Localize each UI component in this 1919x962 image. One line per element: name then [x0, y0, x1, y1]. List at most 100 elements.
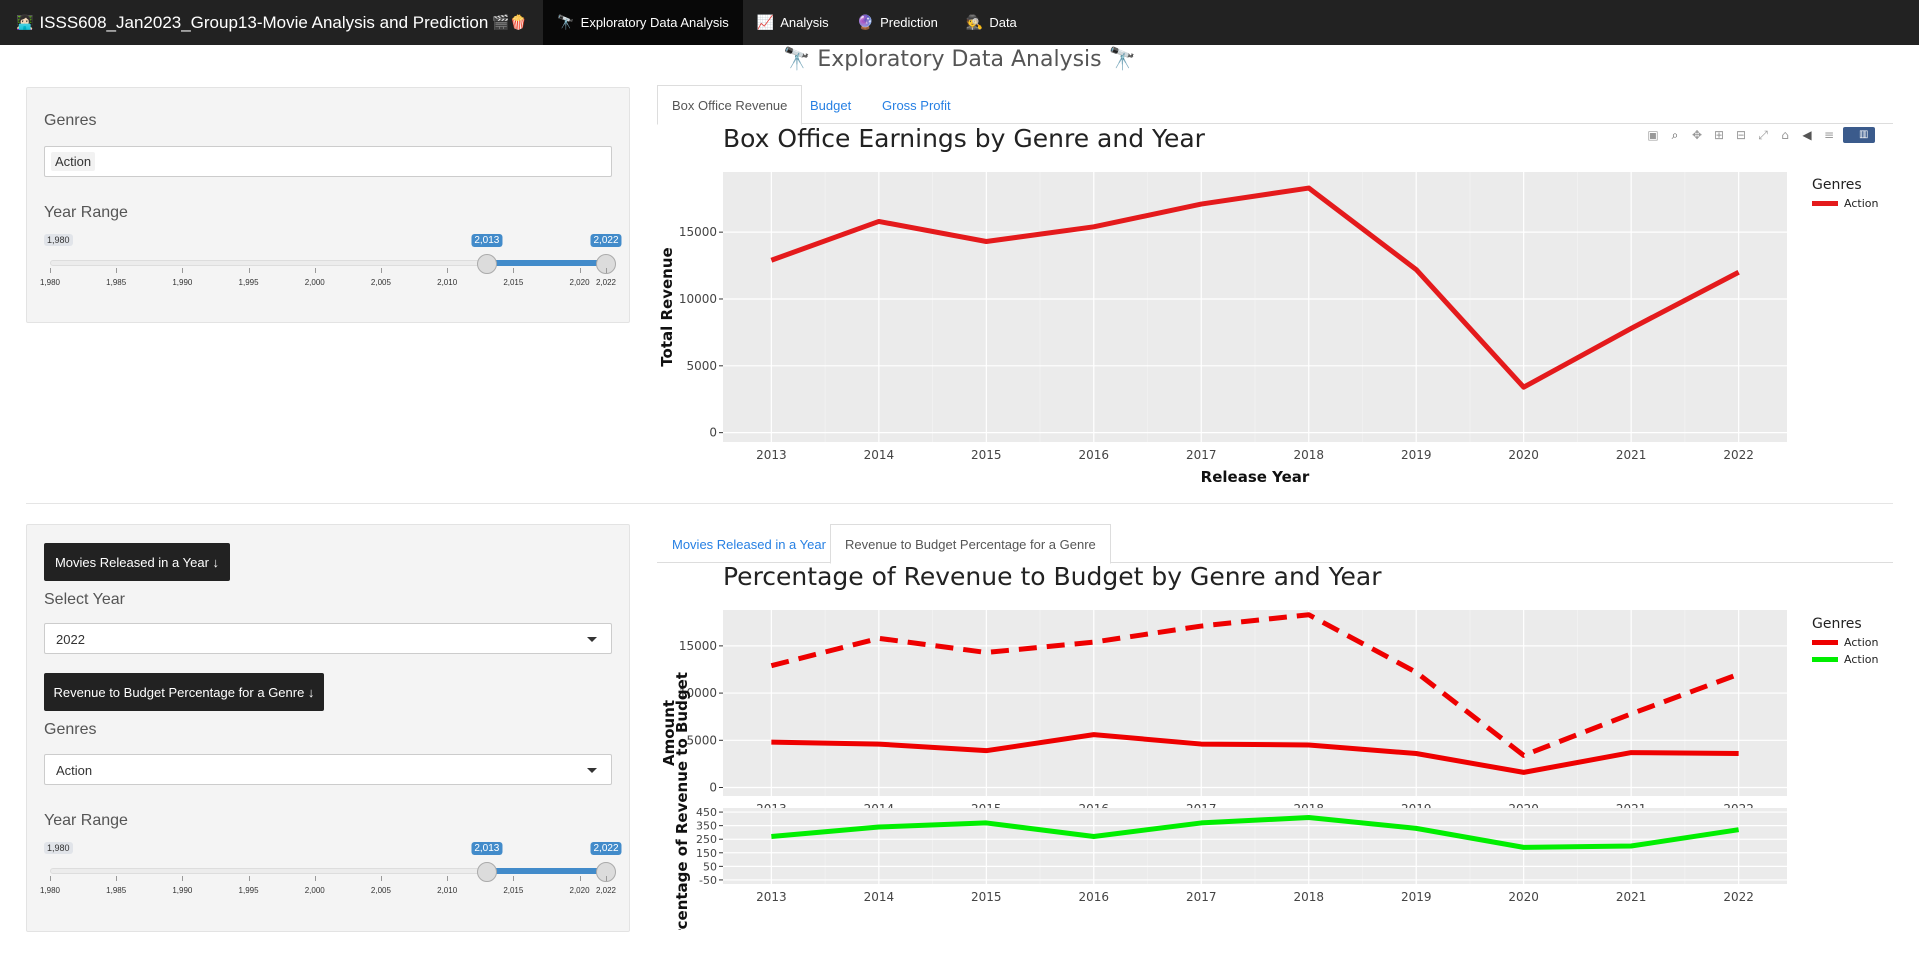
slider-handle-from[interactable] — [476, 862, 497, 882]
data-point — [1414, 267, 1419, 272]
slider-to-label: 2,022 — [590, 234, 622, 247]
tab-revenue-budget-pct[interactable]: Revenue to Budget Percentage for a Genre — [830, 524, 1111, 564]
camera-icon[interactable]: ▣ — [1647, 128, 1659, 142]
slider-handle-to[interactable] — [596, 862, 616, 882]
home-icon[interactable]: ⌂ — [1781, 128, 1789, 142]
x-tick-label: 2019 — [1401, 890, 1432, 904]
slider-tick — [606, 268, 607, 273]
y-tick-label: 10000 — [679, 686, 717, 700]
y-tick-label: 350 — [696, 820, 717, 833]
revenue-budget-button[interactable]: Revenue to Budget Percentage for a Genre… — [44, 673, 324, 711]
year-range-slider[interactable]: 1,980 2,013 2,022 1,980 1,985 1,990 1,995 2,000… — [40, 234, 622, 290]
slider-tick-label: 2,010 — [437, 886, 458, 895]
data-point — [1736, 827, 1741, 832]
data-point — [1199, 820, 1204, 825]
genre-chip[interactable]: Action — [51, 152, 96, 171]
tab-gross-profit[interactable]: Gross Profit — [882, 97, 951, 113]
slider-tick — [314, 876, 316, 881]
x-tick-label: 2021 — [1616, 448, 1647, 462]
section-divider — [26, 503, 1893, 504]
slider-tick-label: 1,990 — [172, 886, 193, 895]
app-brand[interactable]: 👩🏻‍💻 ISSS608_Jan2023_Group13-Movie Analy… — [0, 0, 543, 45]
slider-tick-label: 2,020 — [569, 886, 590, 895]
data-point — [1199, 742, 1204, 747]
data-point — [984, 239, 989, 244]
data-point — [1629, 844, 1634, 849]
legend-item[interactable]: Action — [1812, 653, 1878, 666]
nav-tab-prediction[interactable]: 🔮 Prediction — [843, 0, 952, 45]
legend-swatch — [1812, 640, 1838, 645]
select-year-dropdown[interactable]: 2022 — [44, 623, 612, 654]
slider-tick — [182, 876, 184, 881]
hover-compare-icon[interactable]: ≡ — [1823, 128, 1835, 142]
x-tick-label: 2019 — [1401, 448, 1432, 462]
slider-tick — [116, 268, 118, 273]
y-tick-label: 10000 — [679, 292, 717, 306]
slider-tick — [447, 268, 449, 273]
genres-value: Action — [56, 763, 93, 778]
slider-tick — [50, 268, 51, 273]
zoom-icon[interactable]: ⌕ — [1671, 128, 1679, 142]
slider-tick-label: 2,022 — [595, 278, 617, 287]
slider-selected-range — [486, 868, 606, 874]
y-tick-label: 0 — [709, 781, 717, 795]
data-point — [1521, 770, 1526, 775]
legend-item[interactable]: Action — [1812, 197, 1878, 210]
y-tick-label: 150 — [696, 847, 717, 860]
slider-handle-to[interactable] — [596, 254, 616, 274]
chart-increasing-icon: 📈 — [756, 14, 775, 31]
x-tick-label: 2013 — [756, 448, 787, 462]
genres-dropdown[interactable]: Action — [44, 754, 612, 785]
slider-tick — [513, 268, 515, 273]
nav-tab-analysis[interactable]: 📈 Analysis — [743, 0, 843, 45]
legend-swatch — [1812, 657, 1838, 662]
slider-tick-label: 2,005 — [370, 886, 391, 895]
slider-tick-label: 2,020 — [569, 278, 590, 287]
tab-box-office-revenue[interactable]: Box Office Revenue — [657, 85, 803, 125]
legend-item[interactable]: Action — [1812, 636, 1878, 649]
slider-tick-label: 1,980 — [39, 278, 61, 287]
slider-from-label: 2,013 — [471, 234, 503, 247]
genres-label: Genres — [44, 112, 97, 129]
slider-tick — [314, 268, 316, 273]
legend-swatch — [1812, 201, 1838, 206]
data-point — [1629, 326, 1634, 331]
data-point — [1199, 624, 1204, 629]
slider-tick — [380, 876, 382, 881]
year-range-label-bottom: Year Range — [44, 812, 128, 829]
slider-tick — [248, 876, 250, 881]
tab-movies-released[interactable]: Movies Released in a Year — [672, 536, 826, 552]
data-point — [1091, 640, 1096, 645]
navbar: 👩🏻‍💻 ISSS608_Jan2023_Group13-Movie Analy… — [0, 0, 1919, 45]
x-tick-label: 2018 — [1293, 448, 1324, 462]
tab-budget[interactable]: Budget — [810, 97, 852, 113]
plotly-logo-icon[interactable]: ▥ — [1843, 127, 1875, 143]
x-tick-label: 2022 — [1723, 448, 1754, 462]
zoom-in-icon[interactable]: ⊞ — [1713, 128, 1725, 142]
movies-released-button[interactable]: Movies Released in a Year ↓ — [44, 543, 230, 581]
autoscale-icon[interactable]: ⤢ — [1758, 128, 1768, 142]
x-tick-label: 2016 — [1079, 448, 1110, 462]
x-tick-label: 2017 — [1186, 890, 1217, 904]
slider-tick-label: 1,995 — [238, 886, 259, 895]
year-range-slider-bottom[interactable]: 1,980 2,013 2,022 1,980 1,985 1,990 1,995 2,000… — [40, 842, 622, 898]
data-point — [769, 258, 774, 263]
data-point — [1736, 270, 1741, 275]
slider-handle-from[interactable] — [476, 254, 497, 274]
hover-closest-icon[interactable]: ◀ — [1802, 128, 1812, 142]
pan-icon[interactable]: ✥ — [1691, 128, 1703, 142]
nav-tab-data[interactable]: 🕵 Data — [952, 0, 1031, 45]
x-tick-label: 2022 — [1723, 890, 1754, 904]
genres-multiselect[interactable]: Action — [44, 146, 612, 177]
slider-tick — [579, 268, 581, 273]
slider-min-label: 1,980 — [44, 842, 73, 854]
nav-tab-label: Exploratory Data Analysis — [580, 15, 729, 30]
data-point — [1521, 385, 1526, 390]
legend-label: Action — [1844, 197, 1879, 210]
nav-tab-eda[interactable]: 🔭 Exploratory Data Analysis — [543, 0, 743, 45]
slider-min-label: 1,980 — [44, 234, 73, 246]
year-range-label: Year Range — [44, 204, 128, 221]
zoom-out-icon[interactable]: ⊟ — [1735, 128, 1747, 142]
slider-tick — [447, 876, 449, 881]
slider-tick-label: 2,015 — [503, 278, 524, 287]
